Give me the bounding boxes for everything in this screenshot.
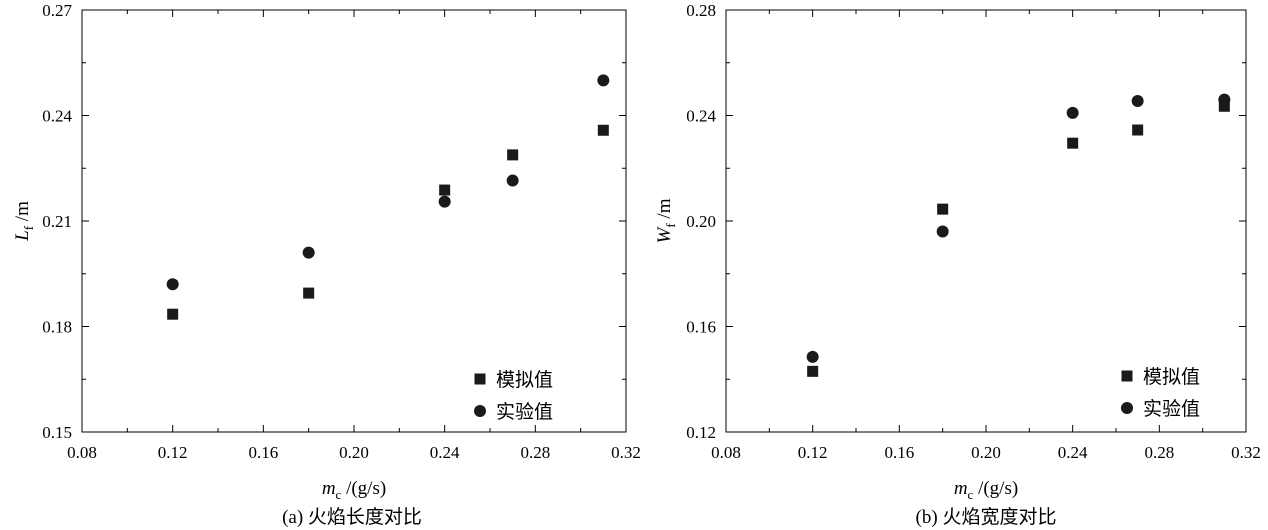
data-point-circle <box>1131 94 1144 107</box>
legend-square-marker <box>1121 370 1133 382</box>
x-tick-label: 0.20 <box>339 443 369 462</box>
x-tick-label: 0.08 <box>67 443 97 462</box>
x-tick-label: 0.32 <box>1231 443 1261 462</box>
data-point-square <box>439 184 451 196</box>
y-tick-label: 0.24 <box>686 107 716 126</box>
x-tick-label: 0.28 <box>1144 443 1174 462</box>
y-axis-label-sub: f <box>663 223 678 228</box>
y-tick-label: 0.27 <box>42 1 72 20</box>
x-tick-label: 0.20 <box>971 443 1001 462</box>
y-tick-label: 0.15 <box>42 423 72 442</box>
data-point-circle <box>166 278 179 291</box>
legend-circle-marker <box>1121 402 1133 414</box>
data-point-square <box>507 149 519 161</box>
legend-square-marker <box>474 373 486 385</box>
x-axis-label-sub: c <box>968 487 974 502</box>
x-axis-label-unit: /(g/s) <box>341 478 386 499</box>
data-point-square <box>167 308 179 320</box>
data-point-circle <box>506 174 519 187</box>
chart-panel-b: 0.08 0.12 0.16 0.20 0.24 0.28 0.320.120.160.20… <box>654 1 1261 528</box>
legend-circle-marker <box>474 405 486 417</box>
y-axis-label-main: W <box>654 225 675 243</box>
y-tick-label: 0.16 <box>686 318 716 337</box>
x-axis-label: mc /(g/s) <box>322 478 386 502</box>
panel-caption: (b) 火焰宽度对比 <box>916 506 1057 528</box>
data-point-circle <box>1066 106 1079 119</box>
data-point-circle <box>806 350 819 363</box>
x-tick-label: 0.08 <box>711 443 741 462</box>
data-point-circle <box>302 246 315 259</box>
data-point-circle <box>438 195 451 208</box>
plot-frame <box>81 9 627 433</box>
y-axis-label-sub: f <box>21 225 36 230</box>
y-tick-label: 0.21 <box>42 212 72 231</box>
y-axis-label: Wf /m <box>654 198 678 243</box>
panel-caption: (a) 火焰长度对比 <box>282 506 422 528</box>
x-tick-label: 0.28 <box>520 443 550 462</box>
y-tick-label: 0.18 <box>42 318 72 337</box>
data-point-square <box>937 203 949 215</box>
x-tick-label: 0.16 <box>248 443 278 462</box>
y-tick-label: 0.24 <box>42 107 72 126</box>
data-point-square <box>303 287 315 299</box>
y-axis-label-main: L <box>12 230 33 242</box>
y-tick-label: 0.20 <box>686 212 716 231</box>
data-point-square <box>1218 100 1230 112</box>
legend-label: 实验值 <box>1143 398 1200 420</box>
x-axis-label-sub: c <box>336 487 342 502</box>
data-point-circle <box>597 74 610 87</box>
x-tick-label: 0.12 <box>798 443 828 462</box>
x-axis-label: mc /(g/s) <box>954 478 1018 502</box>
data-point-square <box>1132 124 1144 136</box>
data-point-circle <box>936 225 949 238</box>
x-tick-label: 0.32 <box>611 443 641 462</box>
x-tick-label: 0.16 <box>884 443 914 462</box>
data-point-square <box>1067 137 1079 149</box>
data-point-square <box>597 124 609 136</box>
x-axis-label-main: m <box>322 478 336 499</box>
y-tick-label: 0.12 <box>686 423 716 442</box>
x-axis-label-unit: /(g/s) <box>973 478 1018 499</box>
legend-label: 模拟值 <box>496 369 553 391</box>
y-axis-label: Lf /m <box>12 201 36 242</box>
data-point-circle <box>1218 93 1231 106</box>
legend-label: 实验值 <box>496 401 553 423</box>
chart-panel-a: 0.08 0.12 0.16 0.20 0.24 0.28 0.32 0.15 0.18 0.21… <box>12 1 641 528</box>
y-axis-label-unit: /m <box>12 201 33 226</box>
data-point-square <box>807 365 819 377</box>
x-tick-label: 0.24 <box>1058 443 1088 462</box>
y-axis-label-unit: /m <box>654 198 675 223</box>
x-axis-label-main: m <box>954 478 968 499</box>
x-tick-label: 0.24 <box>430 443 460 462</box>
y-tick-label: 0.28 <box>686 1 716 20</box>
legend-label: 模拟值 <box>1143 366 1200 388</box>
x-tick-label: 0.12 <box>158 443 188 462</box>
